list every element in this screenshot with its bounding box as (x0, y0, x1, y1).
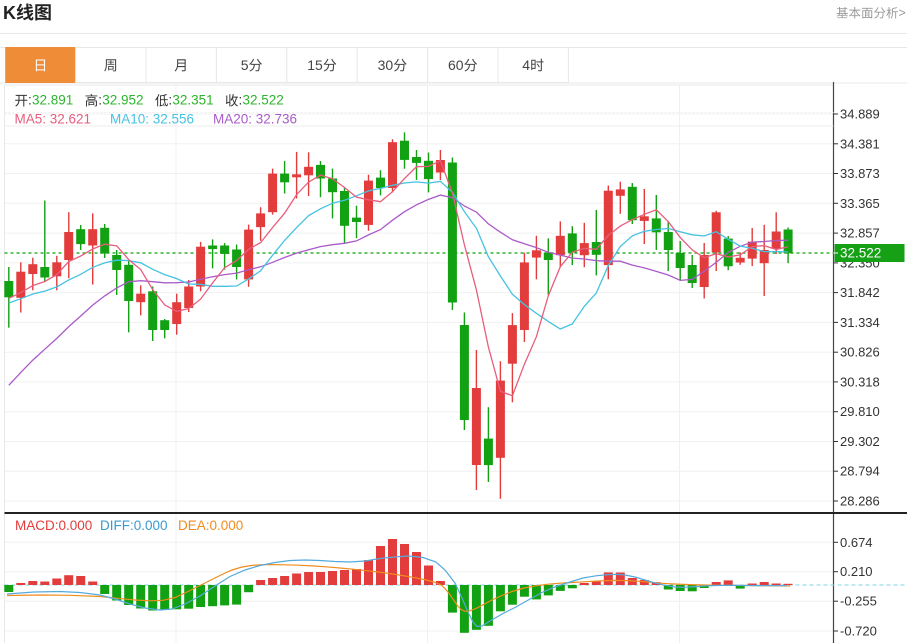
svg-text:30.318: 30.318 (840, 374, 880, 389)
svg-text:29.810: 29.810 (840, 404, 880, 419)
svg-text:0.674: 0.674 (840, 535, 873, 550)
svg-text:32.351: 32.351 (172, 93, 213, 108)
svg-text:0: 0 (385, 57, 393, 73)
svg-text:-0.720: -0.720 (840, 624, 877, 639)
svg-text:30.826: 30.826 (840, 345, 880, 360)
svg-text:28.286: 28.286 (840, 494, 880, 509)
svg-text:MACD:0.000: MACD:0.000 (15, 518, 92, 533)
svg-text:28.794: 28.794 (840, 464, 880, 479)
svg-text:32.891: 32.891 (32, 93, 73, 108)
svg-text:32.522: 32.522 (243, 93, 284, 108)
svg-text:3: 3 (378, 57, 386, 73)
svg-text::: : (28, 93, 32, 108)
svg-text:5: 5 (315, 57, 323, 73)
svg-text:4: 4 (522, 57, 530, 73)
svg-text:32.857: 32.857 (840, 226, 880, 241)
svg-text:DIFF:0.000: DIFF:0.000 (100, 518, 168, 533)
svg-text:34.381: 34.381 (840, 136, 880, 151)
svg-text:0: 0 (456, 57, 464, 73)
svg-text:MA5: 32.621: MA5: 32.621 (15, 112, 92, 127)
svg-text:33.873: 33.873 (840, 166, 880, 181)
svg-text:1: 1 (307, 57, 315, 73)
svg-text::: : (98, 93, 102, 108)
svg-text::: : (168, 93, 172, 108)
svg-text:33.365: 33.365 (840, 196, 880, 211)
svg-text:MA20: 32.736: MA20: 32.736 (213, 112, 297, 127)
svg-text:29.302: 29.302 (840, 434, 880, 449)
svg-text::: : (239, 93, 243, 108)
svg-text:34.889: 34.889 (840, 107, 880, 122)
svg-text:32.952: 32.952 (102, 93, 143, 108)
svg-text:>: > (899, 6, 906, 20)
svg-text:5: 5 (241, 57, 249, 73)
svg-text:32.522: 32.522 (840, 246, 881, 261)
svg-text:-0.255: -0.255 (840, 594, 877, 609)
svg-text:MA10: 32.556: MA10: 32.556 (110, 112, 194, 127)
svg-text:K: K (3, 3, 16, 23)
svg-text:6: 6 (448, 57, 456, 73)
svg-text:DEA:0.000: DEA:0.000 (178, 518, 243, 533)
svg-text:0.210: 0.210 (840, 564, 873, 579)
svg-text:31.842: 31.842 (840, 285, 880, 300)
svg-text:31.334: 31.334 (840, 315, 880, 330)
